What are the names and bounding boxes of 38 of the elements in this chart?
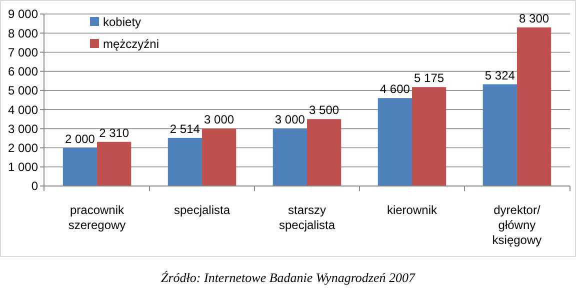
data-label: 2 310: [99, 126, 130, 140]
y-tick-label: 4 000: [8, 102, 38, 117]
y-tick-label: 0: [31, 179, 38, 194]
y-tick-label: 7 000: [8, 45, 38, 60]
data-label: 3 500: [309, 103, 340, 118]
x-tick-label: dyrektor/ główny księgowy: [492, 203, 542, 247]
y-tick-label: 1 000: [8, 160, 38, 174]
bar: [97, 142, 132, 186]
x-tick-label: specjalista: [174, 203, 230, 217]
bar: [378, 98, 412, 186]
bar: [307, 119, 342, 186]
legend-label: mężczyźni: [103, 37, 160, 52]
y-tick-label: 8 000: [8, 26, 38, 40]
data-label: 4 600: [380, 82, 410, 96]
bar: [272, 128, 307, 186]
y-tick-label: 5 000: [8, 84, 38, 98]
data-label: 5 324: [484, 68, 516, 82]
x-tick-label: kierownik: [386, 203, 438, 217]
y-tick-label: 2 000: [8, 140, 38, 155]
data-label: 5 175: [414, 71, 444, 86]
legend-label: kobiety: [103, 15, 142, 30]
y-tick-label: 3 000: [8, 122, 38, 136]
data-label: 2 000: [64, 132, 96, 146]
bar: [482, 84, 517, 186]
bar: [516, 27, 552, 186]
data-label: 3 000: [204, 112, 234, 127]
bar: [168, 138, 202, 186]
bar: [202, 128, 236, 186]
data-label: 2 514: [170, 122, 200, 136]
x-tick-label: starszy specjalista: [278, 203, 336, 232]
bar: [62, 148, 98, 186]
y-tick-label: 9 000: [8, 7, 38, 22]
x-tick-label: pracownik szeregowy: [68, 203, 126, 232]
bar: [412, 87, 446, 186]
y-tick-label: 6 000: [8, 64, 38, 79]
data-label: 8 300: [519, 11, 550, 26]
data-label: 3 000: [274, 112, 306, 127]
text: Źródło: Internetowe Badanie Wynagrodzeń 2007: [161, 270, 416, 285]
